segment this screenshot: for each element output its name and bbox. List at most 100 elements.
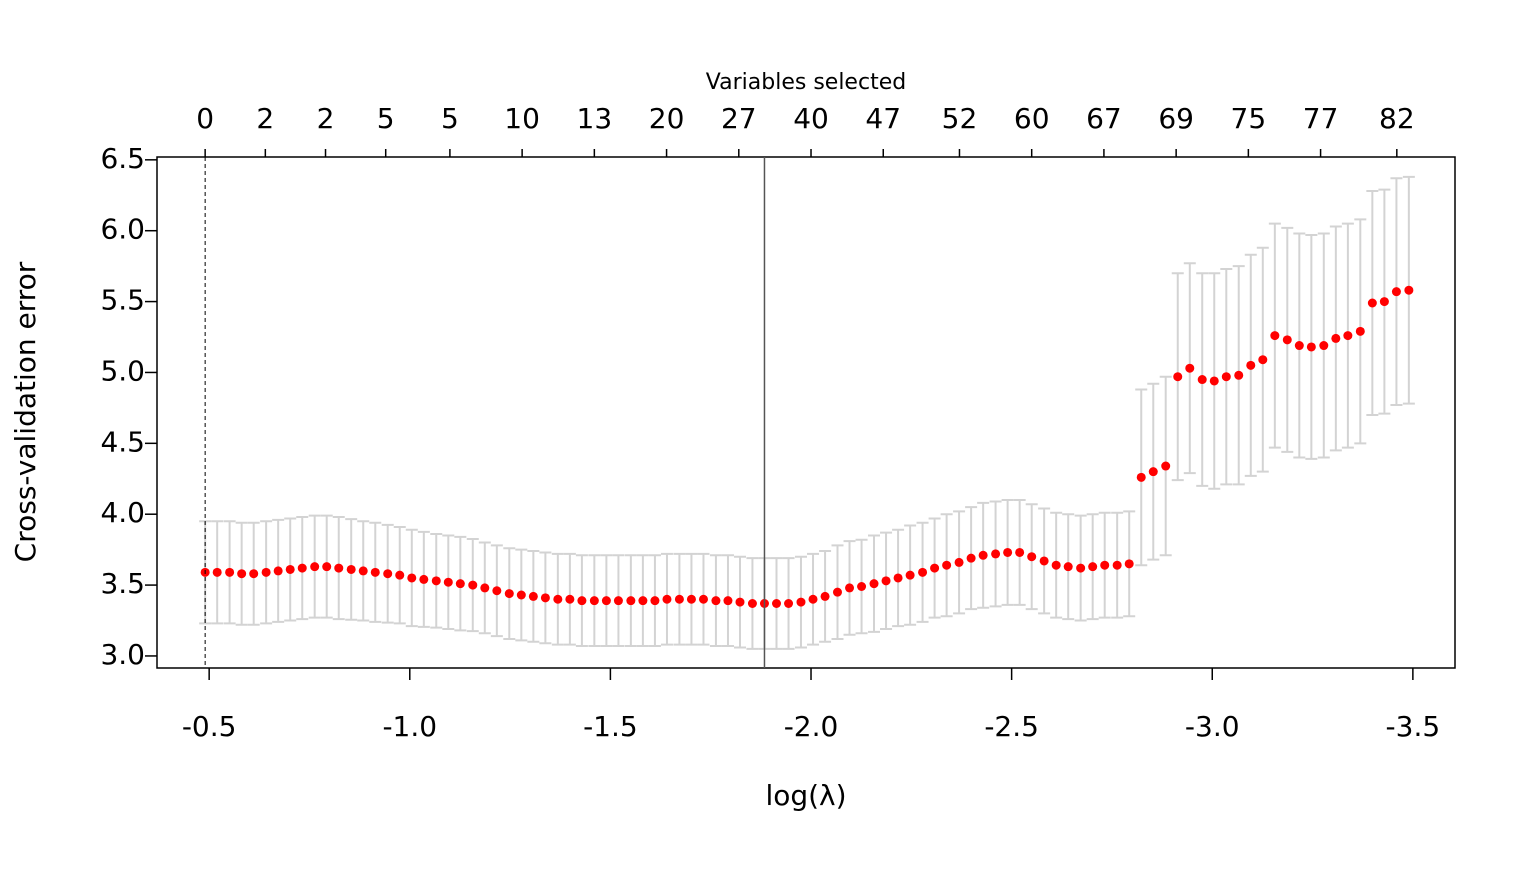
point xyxy=(1112,560,1122,570)
point xyxy=(589,596,599,606)
point xyxy=(869,579,879,589)
point xyxy=(1148,467,1158,477)
y-tick-label: 3.0 xyxy=(100,638,145,671)
point xyxy=(1234,370,1244,380)
point xyxy=(1039,556,1049,566)
point xyxy=(942,560,952,570)
point xyxy=(601,596,611,606)
point xyxy=(796,597,806,607)
point xyxy=(1076,563,1086,573)
x-tick-label: -3.5 xyxy=(1386,710,1441,743)
point xyxy=(626,596,636,606)
point xyxy=(808,594,818,604)
point xyxy=(443,577,453,587)
point xyxy=(881,576,891,586)
point xyxy=(978,550,988,560)
point xyxy=(857,581,867,591)
x-tick-label: -2.5 xyxy=(984,710,1039,743)
point xyxy=(370,567,380,577)
x-axis-label: log(λ) xyxy=(765,779,846,812)
point xyxy=(1197,375,1207,385)
y-tick-label: 4.0 xyxy=(100,496,145,529)
point xyxy=(468,580,478,590)
x-tick-label: -2.0 xyxy=(784,710,839,743)
point xyxy=(784,599,794,609)
point xyxy=(516,590,526,600)
point xyxy=(310,562,320,572)
point xyxy=(249,569,259,579)
top-tick-label: 82 xyxy=(1379,102,1415,135)
point xyxy=(966,553,976,563)
point xyxy=(1331,333,1341,343)
point xyxy=(1343,331,1353,341)
point xyxy=(820,591,830,601)
top-tick-label: 75 xyxy=(1231,102,1267,135)
point xyxy=(698,594,708,604)
point xyxy=(711,596,721,606)
top-tick-label: 10 xyxy=(504,102,540,135)
top-tick-label: 67 xyxy=(1086,102,1122,135)
top-tick-label: 2 xyxy=(317,102,335,135)
point xyxy=(638,596,648,606)
point xyxy=(383,569,393,579)
point xyxy=(225,567,235,577)
point xyxy=(1063,562,1073,572)
point xyxy=(1027,552,1037,562)
point xyxy=(674,594,684,604)
point xyxy=(480,583,490,593)
point xyxy=(1246,360,1256,370)
point xyxy=(346,564,356,574)
top-tick-label: 5 xyxy=(377,102,395,135)
point xyxy=(540,593,550,603)
point xyxy=(930,563,940,573)
point xyxy=(1221,372,1231,382)
top-tick-label: 13 xyxy=(577,102,613,135)
y-tick-label: 4.5 xyxy=(100,425,145,458)
point xyxy=(1282,335,1292,345)
point xyxy=(991,549,1001,559)
top-tick-label: 2 xyxy=(256,102,274,135)
point xyxy=(237,569,247,579)
point xyxy=(747,599,757,609)
top-tick-label: 77 xyxy=(1303,102,1339,135)
point xyxy=(1136,472,1146,482)
point xyxy=(1015,547,1025,557)
point xyxy=(528,591,538,601)
point xyxy=(358,566,368,576)
point xyxy=(1051,560,1061,570)
point xyxy=(1379,297,1389,307)
point xyxy=(613,596,623,606)
top-tick-label: 47 xyxy=(865,102,901,135)
point xyxy=(832,587,842,597)
y-tick-label: 5.5 xyxy=(100,284,145,317)
point xyxy=(1088,562,1098,572)
x-tick-label: -1.5 xyxy=(583,710,638,743)
point xyxy=(273,566,283,576)
point xyxy=(723,596,733,606)
point xyxy=(1319,341,1329,351)
top-tick-label: 0 xyxy=(196,102,214,135)
x-tick-label: -3.0 xyxy=(1185,710,1240,743)
point xyxy=(407,573,417,583)
point xyxy=(1306,342,1316,352)
point xyxy=(650,596,660,606)
point xyxy=(1185,363,1195,373)
point xyxy=(1003,547,1013,557)
point xyxy=(565,594,575,604)
point xyxy=(735,597,745,607)
point xyxy=(905,570,915,580)
top-tick-label: 69 xyxy=(1158,102,1194,135)
point xyxy=(1258,355,1268,365)
x-tick-label: -1.0 xyxy=(382,710,437,743)
point xyxy=(662,594,672,604)
point xyxy=(455,579,465,589)
point xyxy=(1161,461,1171,471)
y-axis-label: Cross-validation error xyxy=(9,261,42,562)
top-tick-label: 52 xyxy=(942,102,978,135)
x-tick-label: -0.5 xyxy=(182,710,237,743)
plot-frame xyxy=(156,156,1456,669)
top-tick-label: 40 xyxy=(793,102,829,135)
point xyxy=(1270,331,1280,341)
